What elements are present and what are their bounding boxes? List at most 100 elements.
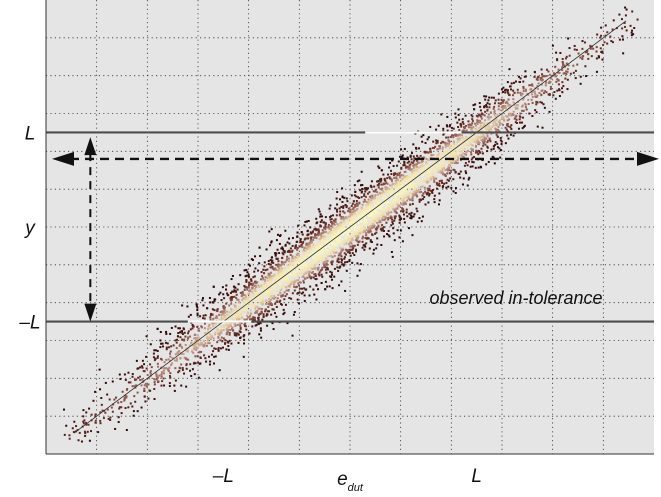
scatter-point [394, 192, 397, 195]
scatter-point [397, 185, 400, 188]
scatter-point [438, 155, 441, 158]
scatter-point [379, 221, 382, 224]
scatter-point [391, 180, 394, 183]
scatter-point [222, 293, 225, 296]
scatter-point [277, 293, 280, 296]
scatter-point [542, 103, 545, 106]
scatter-point [407, 167, 410, 170]
scatter-point [372, 208, 375, 211]
scatter-point [309, 270, 312, 273]
scatter-point [236, 298, 239, 301]
scatter-point [209, 335, 212, 338]
scatter-point [291, 249, 294, 252]
scatter-point [387, 173, 390, 176]
scatter-point [536, 78, 539, 81]
scatter-point [431, 191, 434, 194]
scatter-point [310, 277, 313, 280]
scatter-point [350, 194, 353, 197]
scatter-point [361, 224, 364, 227]
scatter-point [418, 183, 421, 186]
scatter-point [168, 382, 171, 385]
scatter-point [327, 243, 330, 246]
scatter-point [344, 231, 347, 234]
scatter-point [360, 191, 363, 194]
scatter-point [604, 24, 607, 27]
scatter-point [94, 390, 97, 393]
scatter-point [366, 204, 369, 207]
scatter-point [149, 343, 152, 346]
scatter-point [159, 339, 162, 342]
scatter-point [389, 177, 392, 180]
scatter-point [324, 222, 327, 225]
scatter-point [370, 213, 373, 216]
scatter-point [308, 244, 311, 247]
scatter-point [365, 234, 368, 237]
scatter-point [533, 75, 536, 78]
scatter-point [208, 342, 211, 345]
scatter-point [486, 122, 489, 125]
scatter-point [199, 315, 202, 318]
scatter-point [556, 58, 559, 61]
scatter-point [330, 227, 333, 230]
scatter-point [392, 201, 395, 204]
scatter-point [411, 197, 414, 200]
scatter-point [422, 156, 425, 159]
scatter-point [326, 239, 329, 242]
scatter-point [206, 339, 209, 342]
scatter-point [506, 115, 509, 118]
scatter-point [338, 198, 341, 201]
scatter-point [88, 407, 91, 410]
scatter-point [307, 254, 310, 257]
scatter-point [386, 182, 389, 185]
scatter-point [223, 306, 226, 309]
scatter-point [371, 233, 374, 236]
scatter-point [267, 305, 270, 308]
scatter-point [424, 180, 427, 183]
scatter-point [493, 113, 496, 116]
scatter-point [357, 196, 360, 199]
scatter-point [389, 188, 392, 191]
scatter-point [263, 265, 266, 268]
scatter-point [302, 281, 305, 284]
scatter-point [381, 227, 384, 230]
scatter-point [412, 191, 415, 194]
scatter-point [254, 281, 257, 284]
scatter-point [236, 315, 239, 318]
scatter-point [84, 421, 87, 424]
scatter-point [581, 47, 584, 50]
scatter-point [409, 192, 412, 195]
scatter-point [300, 243, 303, 246]
scatter-point [353, 194, 356, 197]
scatter-point [400, 199, 403, 202]
scatter-point [374, 217, 377, 220]
scatter-point [344, 216, 347, 219]
scatter-point [254, 287, 257, 290]
scatter-point [220, 336, 223, 339]
scatter-point [409, 154, 412, 157]
scatter-point [454, 153, 457, 156]
scatter-point [398, 218, 401, 221]
scatter-point [381, 204, 384, 207]
scatter-point [362, 231, 365, 234]
scatter-point [205, 337, 208, 340]
scatter-point [330, 215, 333, 218]
scatter-point [82, 422, 85, 425]
scatter-point [237, 311, 240, 314]
tolerance-lines [46, 131, 654, 323]
scatter-point [492, 121, 495, 124]
scatter-point [381, 224, 384, 227]
scatter-point [554, 75, 557, 78]
scatter-point [400, 166, 403, 169]
scatter-point [208, 332, 211, 335]
scatter-point [305, 262, 308, 265]
scatter-point [566, 88, 569, 91]
scatter-point [337, 254, 340, 257]
scatter-point [356, 240, 359, 243]
scatter-point [362, 244, 365, 247]
scatter-point [422, 197, 425, 200]
scatter-point [374, 188, 377, 191]
scatter-point [533, 70, 536, 73]
scatter-point [420, 161, 423, 164]
scatter-point [260, 310, 263, 313]
scatter-point [320, 243, 323, 246]
